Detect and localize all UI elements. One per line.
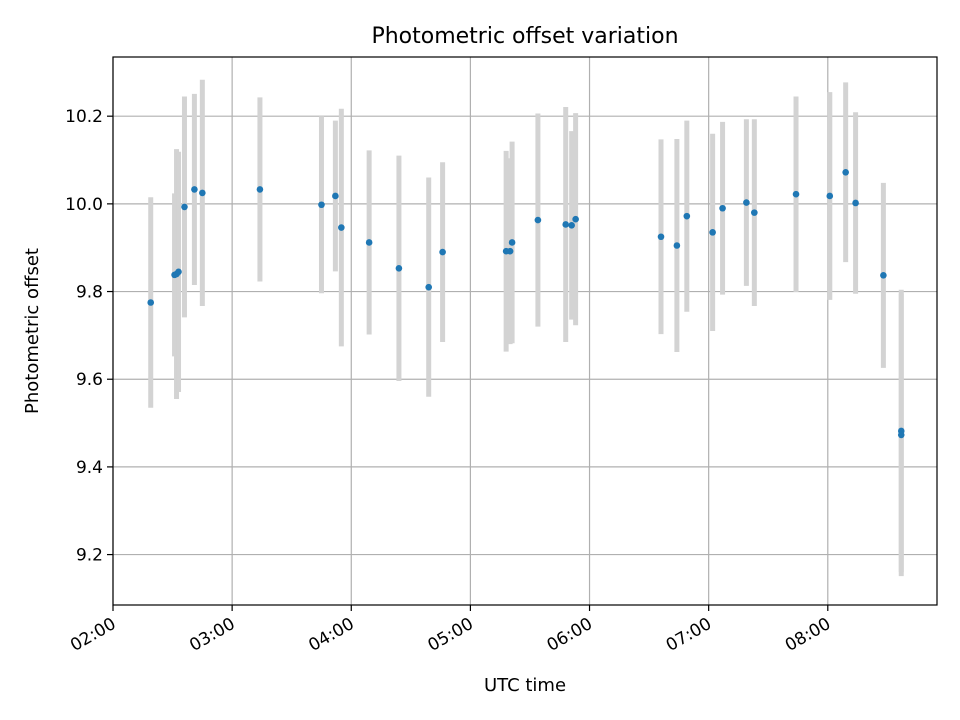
data-point bbox=[568, 222, 575, 229]
y-axis-label: Photometric offset bbox=[22, 248, 43, 414]
y-tick-label: 9.4 bbox=[76, 458, 103, 478]
data-point bbox=[191, 186, 198, 193]
data-point bbox=[719, 204, 726, 212]
data-point bbox=[318, 201, 325, 209]
data-point bbox=[683, 212, 691, 220]
data-point bbox=[395, 265, 403, 272]
grid-lines bbox=[112, 57, 937, 605]
data-points bbox=[147, 168, 905, 439]
x-axis-label: UTC time bbox=[484, 675, 566, 696]
data-point bbox=[439, 248, 446, 256]
plot-frame bbox=[112, 56, 938, 606]
data-point bbox=[338, 224, 345, 231]
data-point bbox=[852, 199, 859, 207]
data-point bbox=[657, 233, 665, 241]
data-point bbox=[256, 186, 264, 193]
data-point bbox=[880, 272, 887, 279]
data-point bbox=[199, 189, 206, 197]
data-point bbox=[175, 268, 182, 276]
data-point bbox=[709, 229, 716, 236]
data-point bbox=[751, 209, 758, 216]
data-point bbox=[332, 192, 339, 200]
data-point bbox=[425, 283, 433, 291]
data-point bbox=[506, 247, 514, 255]
y-tick-label: 10.0 bbox=[65, 195, 103, 215]
data-point bbox=[562, 221, 570, 228]
data-point bbox=[181, 203, 188, 211]
y-axis-ticks: 9.2 9.4 9.6 9.8 10.0 10.2 bbox=[65, 107, 113, 566]
data-point bbox=[147, 299, 155, 306]
data-point bbox=[743, 199, 750, 206]
data-point bbox=[673, 242, 681, 249]
data-point bbox=[534, 216, 542, 224]
data-point bbox=[897, 431, 905, 439]
data-point bbox=[365, 239, 373, 246]
data-point bbox=[572, 215, 579, 223]
data-point bbox=[826, 192, 834, 200]
y-tick-label: 9.8 bbox=[76, 283, 103, 303]
chart-title: Photometric offset variation bbox=[371, 24, 678, 49]
data-point bbox=[508, 239, 516, 246]
y-tick-label: 9.2 bbox=[76, 546, 103, 566]
y-tick-label: 10.2 bbox=[65, 107, 103, 127]
data-point bbox=[792, 190, 800, 198]
data-point bbox=[842, 168, 849, 176]
y-tick-label: 9.6 bbox=[76, 370, 103, 390]
